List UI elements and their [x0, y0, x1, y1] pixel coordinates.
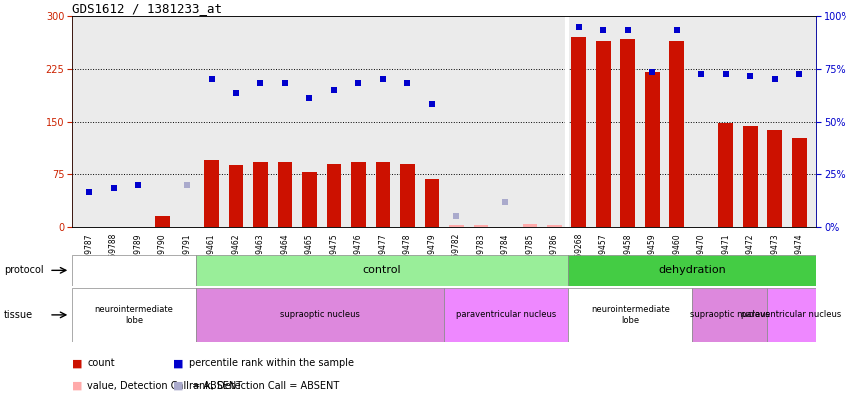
Bar	[449, 225, 464, 227]
Bar	[569, 288, 692, 342]
Bar	[327, 164, 341, 227]
Bar	[669, 41, 684, 227]
Bar	[766, 288, 816, 342]
Bar	[376, 162, 390, 227]
Bar	[767, 130, 782, 227]
Text: value, Detection Call = ABSENT: value, Detection Call = ABSENT	[87, 381, 242, 391]
Text: paraventricular nucleus: paraventricular nucleus	[741, 310, 842, 320]
Bar	[425, 179, 439, 227]
Bar	[277, 162, 293, 227]
Bar	[444, 288, 569, 342]
Bar	[351, 162, 365, 227]
Text: tissue: tissue	[4, 310, 33, 320]
Text: GDS1612 / 1381233_at: GDS1612 / 1381233_at	[72, 2, 222, 15]
Text: neurointermediate
lobe: neurointermediate lobe	[95, 305, 173, 324]
Text: dehydration: dehydration	[658, 265, 726, 275]
Bar	[620, 39, 635, 227]
Text: percentile rank within the sample: percentile rank within the sample	[189, 358, 354, 369]
Bar	[196, 288, 444, 342]
Text: ■: ■	[173, 381, 184, 391]
Text: ■: ■	[72, 381, 82, 391]
Bar	[743, 126, 758, 227]
Bar	[692, 288, 766, 342]
Text: ■: ■	[173, 358, 184, 369]
Text: neurointermediate
lobe: neurointermediate lobe	[591, 305, 670, 324]
Bar	[204, 160, 219, 227]
Bar	[72, 288, 196, 342]
Text: ■: ■	[72, 358, 82, 369]
Bar	[572, 37, 586, 227]
Bar	[645, 72, 660, 227]
Text: count: count	[87, 358, 115, 369]
Bar	[596, 41, 611, 227]
Text: rank, Detection Call = ABSENT: rank, Detection Call = ABSENT	[189, 381, 339, 391]
Bar	[569, 255, 816, 286]
Bar	[400, 164, 415, 227]
Bar	[228, 165, 244, 227]
Bar	[196, 255, 569, 286]
Bar	[155, 216, 170, 227]
Text: paraventricular nucleus: paraventricular nucleus	[456, 310, 557, 320]
Bar	[474, 225, 488, 227]
Bar	[523, 224, 537, 227]
Bar	[253, 162, 268, 227]
Text: protocol: protocol	[4, 265, 44, 275]
Bar	[302, 172, 316, 227]
Text: control: control	[363, 265, 401, 275]
Text: supraoptic nucleus: supraoptic nucleus	[689, 310, 770, 320]
Bar	[72, 255, 196, 286]
Bar	[792, 139, 806, 227]
Bar	[718, 123, 733, 227]
Bar	[547, 226, 562, 227]
Text: supraoptic nucleus: supraoptic nucleus	[280, 310, 360, 320]
